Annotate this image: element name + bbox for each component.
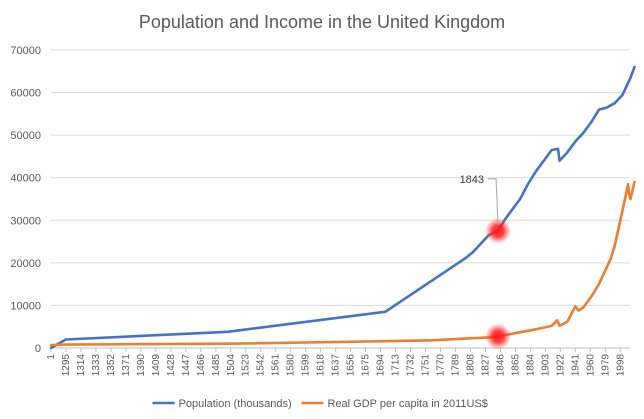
x-tick-label: 1656	[346, 354, 357, 377]
series-line-gdp-per-capita	[49, 180, 636, 347]
x-tick-label: 1	[46, 354, 57, 360]
y-tick-label: 0	[35, 343, 41, 355]
x-tick-label: 1751	[421, 354, 432, 377]
x-tick-label: 1314	[76, 354, 87, 377]
x-tick-label: 1998	[615, 354, 626, 377]
x-tick-label: 1960	[585, 354, 596, 377]
x-tick-label: 1846	[495, 354, 506, 377]
x-tick-label: 1485	[211, 354, 222, 377]
highlight-markers	[485, 217, 512, 350]
x-tick-label: 1561	[271, 354, 282, 377]
x-tick-label: 1713	[391, 354, 402, 377]
y-tick-label: 30000	[10, 215, 41, 227]
x-tick-label: 1618	[316, 354, 327, 377]
annotation-label: 1843	[460, 174, 484, 186]
annotation-leader-line	[488, 178, 499, 225]
x-tick-label: 1827	[480, 354, 491, 377]
x-tick-label: 1770	[435, 354, 446, 377]
chart-title: Population and Income in the United King…	[139, 12, 505, 32]
y-axis-tick-labels: 0 10000 20000 30000 40000 50000 60000 70000	[10, 45, 41, 355]
highlight-marker	[485, 323, 512, 350]
legend-label: Real GDP per capita in 2011US$	[328, 398, 488, 410]
x-tick-label: 1903	[540, 354, 551, 377]
y-tick-label: 20000	[10, 258, 41, 270]
x-tick-label: 1675	[361, 354, 372, 377]
x-tick-label: 1808	[465, 354, 476, 377]
x-tick-label: 1789	[450, 354, 461, 377]
x-tick-label: 1542	[256, 354, 267, 377]
x-tick-label: 1732	[406, 354, 417, 377]
x-tick-label: 1428	[166, 354, 177, 377]
series-lines	[49, 65, 636, 350]
x-tick-label: 1694	[376, 354, 387, 377]
y-tick-label: 40000	[10, 173, 41, 185]
x-axis-tick-labels: 1 1295 1314 1333 1352 1371 1390 1409 1428 1447 146…	[46, 348, 626, 376]
x-tick-label: 1409	[151, 354, 162, 377]
x-tick-label: 1922	[555, 354, 566, 377]
x-tick-label: 1523	[241, 354, 252, 377]
y-tick-label: 70000	[10, 45, 41, 57]
x-tick-label: 1884	[525, 354, 536, 377]
x-tick-label: 1352	[106, 354, 117, 377]
x-tick-label: 1504	[226, 354, 237, 377]
legend: Population (thousands) Real GDP per capit…	[152, 398, 488, 410]
x-tick-label: 1447	[181, 354, 192, 377]
x-tick-label: 1466	[196, 354, 207, 377]
x-tick-label: 1390	[136, 354, 147, 377]
series-line-population	[49, 65, 636, 350]
x-tick-label: 1599	[301, 354, 312, 377]
x-tick-label: 1637	[331, 354, 342, 377]
x-tick-label: 1333	[91, 354, 102, 377]
highlight-marker	[485, 217, 512, 244]
x-tick-label: 1941	[570, 354, 581, 377]
y-tick-label: 50000	[10, 130, 41, 142]
y-tick-label: 60000	[10, 88, 41, 100]
x-tick-label: 1580	[286, 354, 297, 377]
legend-label: Population (thousands)	[179, 398, 292, 410]
x-tick-label: 1979	[600, 354, 611, 377]
x-tick-label: 1371	[121, 354, 132, 377]
annotations: 1843	[460, 174, 499, 225]
x-tick-label: 1865	[510, 354, 521, 377]
y-tick-label: 10000	[10, 300, 41, 312]
x-tick-label: 1295	[61, 354, 72, 377]
gridlines	[51, 49, 630, 349]
